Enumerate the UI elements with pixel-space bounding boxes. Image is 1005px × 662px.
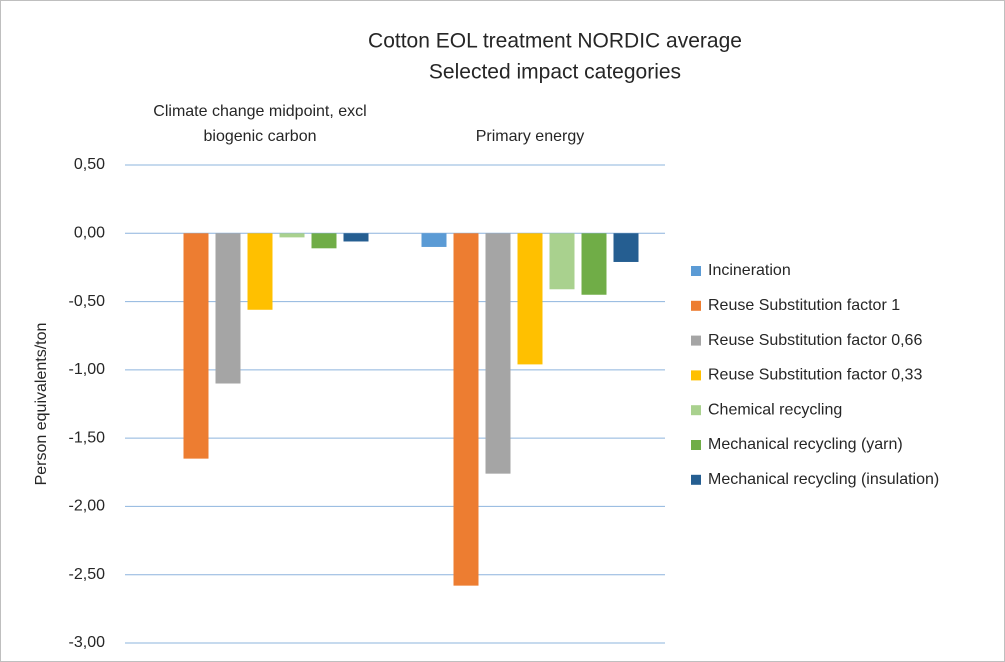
category-label: Primary energy: [476, 128, 584, 145]
bar: [485, 233, 511, 474]
bar: [343, 233, 369, 242]
bar: [183, 233, 209, 459]
bar: [247, 233, 273, 310]
y-tick-label: 0,00: [74, 225, 105, 242]
legend-label: Reuse Substitution factor 1: [708, 297, 900, 314]
legend-label: Incineration: [708, 262, 791, 279]
y-tick-label: 0,50: [74, 156, 105, 173]
bar: [421, 233, 447, 247]
chart-title: Cotton EOL treatment NORDIC average: [368, 30, 742, 53]
category-label-line: biogenic carbon: [204, 128, 317, 145]
y-tick-label: -1,50: [69, 429, 106, 446]
legend-swatch: [691, 300, 701, 311]
bar: [311, 233, 337, 249]
legend-swatch: [691, 266, 701, 276]
bar: [613, 233, 639, 262]
y-tick-label: -1,00: [69, 361, 106, 378]
bar: [517, 233, 543, 365]
legend-label: Reuse Substitution factor 0,33: [708, 367, 922, 384]
chart-subtitle: Selected impact categories: [429, 61, 681, 84]
bar: [581, 233, 607, 295]
y-tick-label: -3,00: [69, 634, 106, 651]
y-tick-label: -2,50: [69, 566, 106, 583]
y-axis-label: Person equivalents/ton: [33, 323, 50, 486]
category-label-line: Climate change midpoint, excl: [153, 103, 366, 120]
legend-swatch: [691, 440, 701, 450]
legend-swatch: [691, 335, 701, 346]
legend-label: Chemical recycling: [708, 401, 842, 418]
legend-label: Mechanical recycling (yarn): [708, 436, 903, 453]
bar: [279, 233, 305, 238]
bar: [215, 233, 241, 384]
bar: [549, 233, 575, 290]
legend-label: Reuse Substitution factor 0,66: [708, 332, 922, 349]
legend-label: Mechanical recycling (insulation): [708, 471, 939, 488]
bar: [453, 233, 479, 586]
y-tick-label: -0,50: [69, 293, 106, 310]
y-tick-label: -2,00: [69, 498, 106, 515]
category-label: Climate change midpoint, excl biogenic ca…: [153, 103, 366, 145]
legend-swatch: [691, 370, 701, 381]
legend-swatch: [691, 474, 701, 485]
legend-swatch: [691, 405, 701, 416]
